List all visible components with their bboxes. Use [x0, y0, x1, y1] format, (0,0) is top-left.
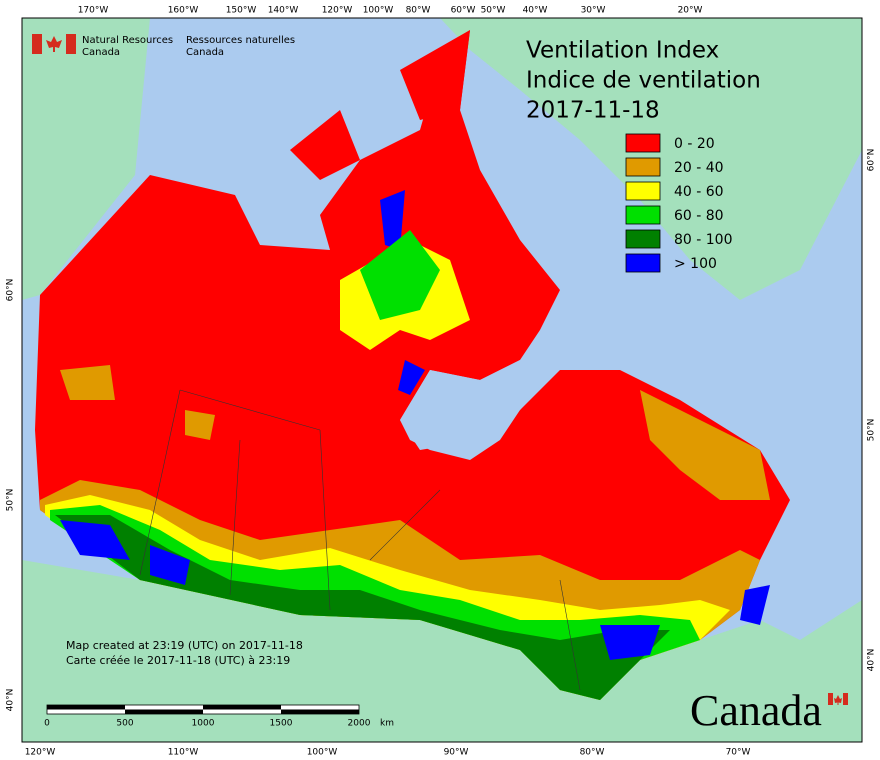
- legend-label: 20 - 40: [674, 160, 724, 176]
- arctic-islands: [290, 30, 470, 180]
- scale-bar-segment: [47, 705, 125, 710]
- scale-bar-segment: [281, 709, 359, 714]
- graticule-label: 160°W: [168, 6, 199, 16]
- graticule-label: 40°W: [523, 6, 548, 16]
- north-band-60-80: [360, 230, 440, 320]
- hudson-bay: [400, 360, 545, 460]
- flag-bar: [843, 693, 848, 705]
- west-spots: [60, 365, 215, 440]
- scale-label: 2000: [348, 719, 371, 729]
- graticule-label: 120°W: [322, 6, 353, 16]
- legend-swatch: [625, 205, 661, 225]
- agency-name-en: Canada: [82, 47, 120, 58]
- graticule-label: 60°N: [6, 279, 16, 302]
- scale-label: 1000: [192, 719, 215, 729]
- flag-bar: [66, 34, 76, 54]
- graticule-label: 100°W: [307, 748, 338, 758]
- agency-name-fr: Ressources naturelles: [186, 35, 295, 46]
- map-note: Carte créée le 2017-11-18 (UTC) à 23:19: [66, 654, 290, 667]
- maple-leaf: [46, 36, 62, 52]
- graticule-label: 100°W: [363, 6, 394, 16]
- graticule-label: 80°W: [580, 748, 605, 758]
- band-80-100: [55, 515, 670, 700]
- legend-label: 80 - 100: [674, 232, 733, 248]
- legend-label: 0 - 20: [674, 136, 715, 152]
- scale-bar-segment: [125, 709, 203, 714]
- map-note: Map created at 23:19 (UTC) on 2017-11-18: [66, 639, 303, 652]
- flag-bar: [828, 693, 833, 705]
- legend-swatch: [625, 181, 661, 201]
- graticule-label: 90°W: [444, 748, 469, 758]
- graticule-label: 30°W: [581, 6, 606, 16]
- maple-leaf: [834, 695, 842, 705]
- alaska: [22, 18, 150, 300]
- graticule-label: 120°W: [25, 748, 56, 758]
- province-borders: [139, 389, 581, 691]
- scale-bar-segment: [203, 705, 281, 710]
- agency-name-fr: Canada: [186, 47, 224, 58]
- graticule-label: 110°W: [168, 748, 199, 758]
- agency-logo: [32, 34, 76, 54]
- agency-name-en: Natural Resources: [82, 35, 173, 46]
- graticule-label: 80°W: [406, 6, 431, 16]
- map-frame: [21, 17, 863, 743]
- scale-label: 500: [116, 719, 133, 729]
- legend-label: > 100: [674, 256, 717, 272]
- wordmark: Canada: [690, 686, 822, 735]
- graticule-label: 50°W: [481, 6, 506, 16]
- graticule-label: 150°W: [226, 6, 257, 16]
- scale-bar: [46, 704, 360, 715]
- legend-swatch: [625, 133, 661, 153]
- usa: [22, 560, 862, 742]
- legend-swatch: [625, 229, 661, 249]
- wordmark-flag: [828, 693, 848, 705]
- scale-unit: km: [380, 719, 394, 729]
- graticule-label: 50°N: [867, 419, 877, 442]
- scale-label: 0: [44, 719, 50, 729]
- graticule-label: 60°N: [867, 149, 877, 172]
- legend-swatch: [625, 157, 661, 177]
- graticule-label: 170°W: [78, 6, 109, 16]
- scale-label: 1500: [270, 719, 293, 729]
- frame-border: [21, 17, 863, 743]
- graticule-label: 50°N: [6, 489, 16, 512]
- map-title: 2017-11-18: [526, 98, 660, 124]
- flag-bar: [32, 34, 42, 54]
- legend-label: 40 - 60: [674, 184, 724, 200]
- graticule-label: 60°W: [451, 6, 476, 16]
- map-title: Ventilation Index: [526, 38, 719, 64]
- graticule-label: 20°W: [678, 6, 703, 16]
- graticule-label: 40°N: [6, 689, 16, 712]
- legend-label: 60 - 80: [674, 208, 724, 224]
- east-band-20-40: [640, 390, 770, 500]
- graticule-label: 70°W: [726, 748, 751, 758]
- graticule-label: 40°N: [867, 649, 877, 672]
- legend-swatch: [625, 253, 661, 273]
- graticule-label: 140°W: [268, 6, 299, 16]
- map-title: Indice de ventilation: [526, 68, 761, 94]
